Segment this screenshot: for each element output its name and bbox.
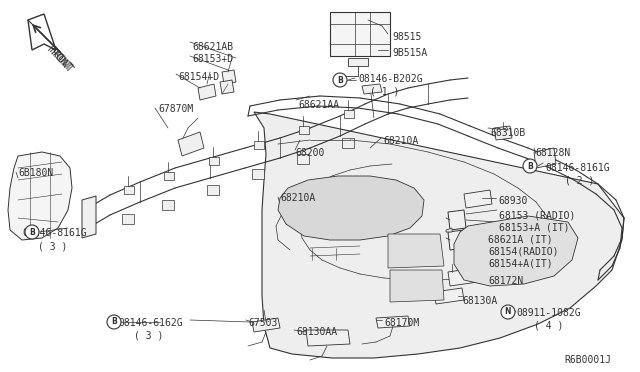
Polygon shape: [390, 270, 444, 302]
Text: ( 3 ): ( 3 ): [134, 330, 163, 340]
Text: 68621AB: 68621AB: [192, 42, 233, 52]
Polygon shape: [162, 200, 174, 210]
Polygon shape: [209, 157, 219, 164]
Polygon shape: [278, 176, 424, 240]
Polygon shape: [344, 110, 354, 118]
Polygon shape: [222, 70, 236, 84]
Text: 68210A: 68210A: [280, 193, 316, 203]
Polygon shape: [198, 84, 216, 100]
Polygon shape: [299, 126, 309, 134]
Text: 68154(RADIO): 68154(RADIO): [488, 246, 559, 256]
Polygon shape: [178, 132, 204, 156]
Circle shape: [333, 73, 347, 87]
Text: 08146-8161G: 08146-8161G: [22, 228, 86, 238]
Text: 98515: 98515: [392, 32, 421, 42]
Text: 9B515A: 9B515A: [392, 48, 428, 58]
Text: 67870M: 67870M: [158, 104, 193, 114]
Text: ( 1 ): ( 1 ): [370, 86, 399, 96]
Polygon shape: [28, 14, 56, 50]
Polygon shape: [376, 316, 410, 328]
Text: 08146-B202G: 08146-B202G: [358, 74, 422, 84]
Polygon shape: [164, 172, 174, 180]
Polygon shape: [220, 80, 234, 94]
Text: 68170M: 68170M: [384, 318, 419, 328]
Text: 68153+A (IT): 68153+A (IT): [499, 222, 570, 232]
Polygon shape: [494, 126, 512, 140]
Text: 68621AA: 68621AA: [298, 100, 339, 110]
Text: FRONT: FRONT: [46, 46, 74, 76]
Polygon shape: [348, 58, 368, 66]
Circle shape: [523, 159, 537, 173]
Text: ( 4 ): ( 4 ): [534, 320, 563, 330]
Polygon shape: [124, 186, 134, 194]
Polygon shape: [306, 330, 350, 346]
Text: 68128N: 68128N: [535, 148, 570, 158]
Polygon shape: [446, 228, 452, 232]
Polygon shape: [434, 288, 464, 304]
Text: 68153+D: 68153+D: [192, 54, 233, 64]
Text: B: B: [337, 76, 343, 84]
Polygon shape: [254, 141, 264, 149]
Polygon shape: [82, 196, 96, 238]
Text: 6B180N: 6B180N: [18, 168, 53, 178]
Text: B: B: [29, 228, 35, 237]
Text: R6B0001J: R6B0001J: [564, 355, 611, 365]
Polygon shape: [207, 185, 219, 195]
Text: 08146-6162G: 08146-6162G: [118, 318, 182, 328]
Polygon shape: [534, 148, 556, 168]
Polygon shape: [448, 268, 478, 286]
Text: 68154+D: 68154+D: [178, 72, 219, 82]
Text: 68153 (RADIO): 68153 (RADIO): [499, 210, 575, 220]
Circle shape: [501, 305, 515, 319]
Text: 67503: 67503: [248, 318, 277, 328]
Polygon shape: [342, 138, 354, 148]
Polygon shape: [388, 234, 444, 268]
Text: 68172N: 68172N: [488, 276, 524, 286]
Polygon shape: [448, 230, 466, 250]
Text: 68310B: 68310B: [490, 128, 525, 138]
Text: 68930: 68930: [498, 196, 527, 206]
Text: 68621A (IT): 68621A (IT): [488, 234, 552, 244]
Text: N: N: [505, 308, 511, 317]
Circle shape: [107, 315, 121, 329]
Polygon shape: [330, 12, 390, 56]
Polygon shape: [464, 190, 492, 208]
Text: 68130AA: 68130AA: [296, 327, 337, 337]
Text: 68200: 68200: [295, 148, 324, 158]
Polygon shape: [122, 214, 134, 224]
Text: 08146-8161G: 08146-8161G: [545, 163, 610, 173]
Polygon shape: [252, 169, 264, 179]
Polygon shape: [362, 84, 382, 94]
Polygon shape: [254, 112, 624, 358]
Text: 68130A: 68130A: [462, 296, 497, 306]
Circle shape: [25, 225, 39, 239]
Polygon shape: [297, 154, 309, 164]
Text: 68210A: 68210A: [383, 136, 419, 146]
Polygon shape: [8, 152, 72, 240]
Text: ( 2 ): ( 2 ): [565, 175, 595, 185]
Text: 08911-1082G: 08911-1082G: [516, 308, 580, 318]
Text: B: B: [111, 317, 117, 327]
Text: FRONT: FRONT: [44, 44, 73, 73]
Polygon shape: [454, 216, 578, 286]
Text: 68154+A(IT): 68154+A(IT): [488, 258, 552, 268]
Text: B: B: [527, 161, 533, 170]
Polygon shape: [448, 210, 466, 230]
Text: ( 3 ): ( 3 ): [38, 241, 67, 251]
Polygon shape: [252, 318, 280, 332]
